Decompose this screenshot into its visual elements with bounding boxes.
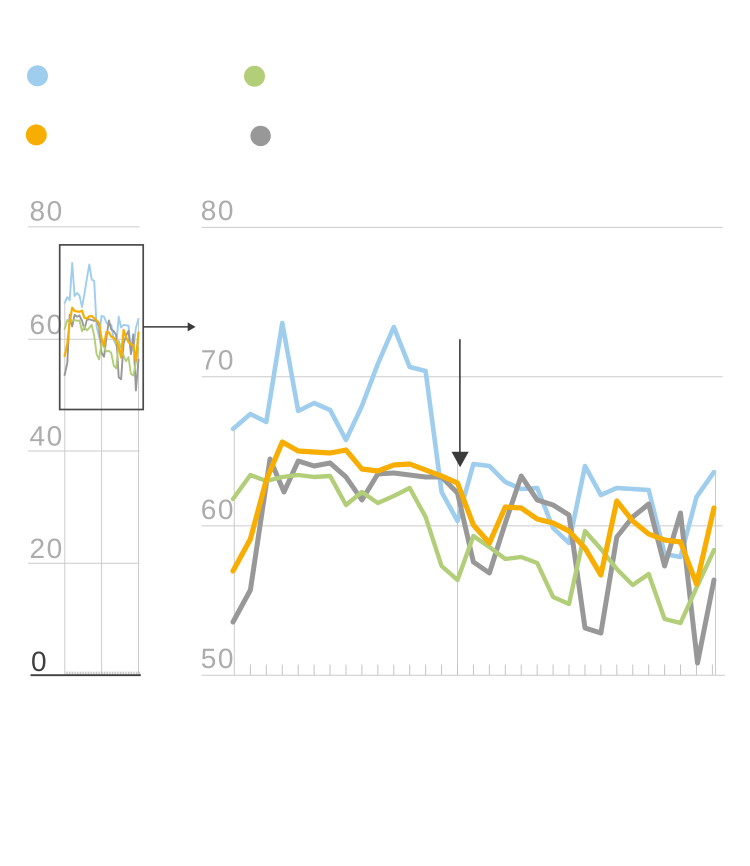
svg-text:60: 60 <box>30 309 64 340</box>
svg-text:60: 60 <box>201 494 235 525</box>
svg-text:80: 80 <box>201 195 235 226</box>
svg-text:0: 0 <box>31 646 47 677</box>
svg-text:70: 70 <box>201 345 235 376</box>
svg-text:40: 40 <box>30 421 64 452</box>
svg-text:20: 20 <box>30 533 64 564</box>
svg-text:80: 80 <box>30 196 64 227</box>
svg-text:50: 50 <box>201 643 235 674</box>
